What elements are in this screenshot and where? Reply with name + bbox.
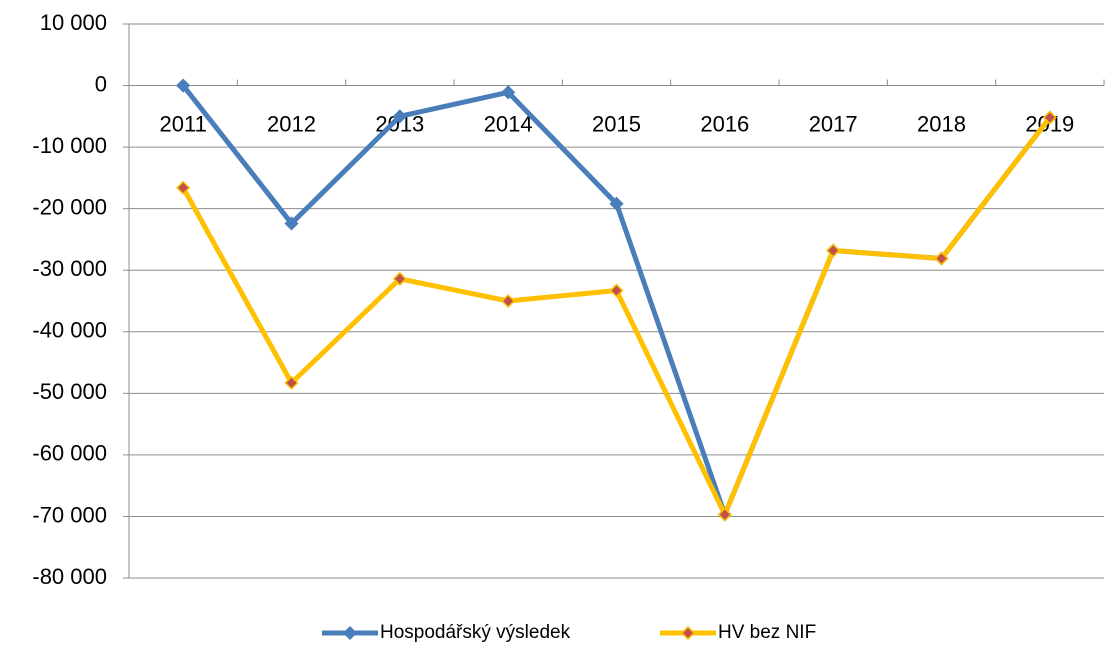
legend-item: HV bez NIF	[660, 622, 816, 643]
y-tick-label: -40 000	[32, 318, 107, 343]
marker	[392, 271, 407, 286]
y-tick-label: -80 000	[32, 564, 107, 589]
y-tick-label: -30 000	[32, 256, 107, 281]
marker	[501, 85, 516, 100]
x-tick-label: 2015	[592, 111, 641, 136]
marker	[934, 251, 949, 266]
marker	[826, 243, 841, 258]
marker	[284, 216, 299, 231]
legend-marker	[680, 625, 696, 641]
x-tick-label: 2014	[484, 111, 533, 136]
line	[181, 84, 1052, 518]
marker	[609, 283, 624, 298]
x-tick-label: 2012	[267, 111, 316, 136]
marker	[392, 109, 407, 124]
legend-marker	[342, 625, 358, 641]
marker	[176, 180, 191, 195]
marker	[501, 293, 516, 309]
y-tick-label: -60 000	[32, 441, 107, 466]
legend-item: Hospodářský výsledek	[322, 622, 571, 643]
marker	[176, 78, 191, 93]
marker	[717, 507, 732, 522]
y-tick-label: 0	[95, 71, 107, 96]
y-tick-label: -70 000	[32, 502, 107, 527]
x-tick-label: 2017	[809, 111, 858, 136]
marker	[609, 196, 624, 211]
y-tick-label: -10 000	[32, 133, 107, 158]
marker	[284, 375, 299, 390]
x-tick-label: 2011	[160, 111, 207, 136]
legend-label: Hospodářský výsledek	[380, 622, 571, 643]
x-tick-label: 2016	[700, 111, 749, 136]
marker	[1042, 110, 1057, 125]
x-tick-label: 2018	[917, 111, 966, 136]
y-tick-label: 10 000	[40, 10, 107, 35]
y-tick-label: -20 000	[32, 194, 107, 219]
y-tick-label: -50 000	[32, 379, 107, 404]
legend-label: HV bez NIF	[718, 622, 816, 643]
